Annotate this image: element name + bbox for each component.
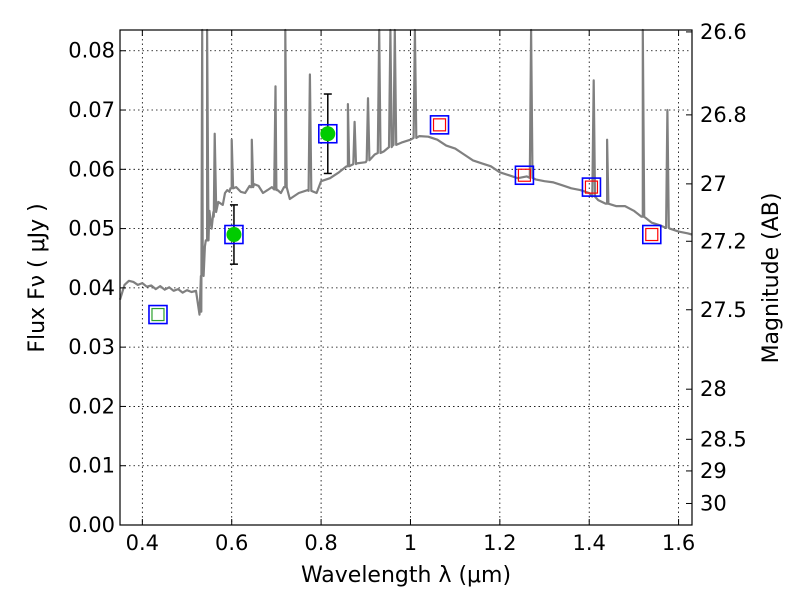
right-tick-label: 27.5 — [700, 298, 747, 322]
photometry-layer — [148, 93, 662, 325]
photometry-outer-square — [429, 115, 450, 135]
right-tick-label: 30 — [700, 491, 727, 515]
photometry-inner-square — [584, 180, 599, 194]
x-tick-label: 0.4 — [126, 531, 159, 555]
photometry-outer-square — [641, 224, 662, 245]
right-tick-label: 26.6 — [700, 20, 747, 44]
y-tick-label: 0.06 — [68, 157, 115, 181]
right-tick-label: 27 — [700, 172, 727, 196]
photometry-inner-square — [432, 118, 447, 132]
spectrum-layer — [118, 28, 693, 316]
photometry-inner-square — [645, 227, 659, 242]
right-tick-label: 28 — [700, 377, 727, 401]
right-tick-label: 28.5 — [700, 427, 747, 451]
x-tick-label: 1.4 — [573, 531, 606, 555]
y-axis-label: Flux Fν ( μJy ) — [25, 203, 50, 352]
y-tick-label: 0.01 — [68, 454, 115, 478]
axis-ticks — [120, 30, 692, 526]
photometry-circle — [320, 126, 336, 142]
photometry-outer-square — [514, 165, 535, 186]
x-tick-label: 1.6 — [662, 531, 695, 555]
plot-frame — [119, 29, 693, 526]
y-tick-label: 0.00 — [68, 513, 115, 537]
y-tick-label: 0.04 — [68, 276, 115, 300]
right-tick-label: 27.2 — [700, 229, 747, 253]
x-tick-label: 0.8 — [304, 531, 337, 555]
photometry-inner-square — [151, 307, 165, 322]
x-axis-label: Wavelength λ (μm) — [301, 563, 511, 588]
y-tick-label: 0.05 — [68, 217, 115, 241]
x-tick-label: 1 — [404, 531, 417, 555]
photometry-inner-square — [517, 168, 532, 182]
right-axis-label: Magnitude (AB) — [759, 193, 784, 364]
grid-lines — [120, 30, 692, 526]
photometry-outer-square — [148, 304, 168, 325]
x-tick-label: 1.2 — [483, 531, 516, 555]
tick-labels: 0.4 0.6 0.8 1 1.2 1.4 1.6 0.00 0.01 0.02 0.03 0.04 0… — [68, 20, 747, 555]
y-tick-label: 0.07 — [68, 98, 115, 122]
photometry-outer-square — [317, 123, 338, 144]
spectrum-line — [118, 28, 693, 316]
right-tick-label: 29 — [700, 459, 727, 483]
y-tick-label: 0.02 — [68, 394, 115, 418]
photometry-outer-square — [581, 177, 602, 197]
x-tick-label: 0.6 — [215, 531, 248, 555]
y-tick-label: 0.08 — [68, 39, 115, 63]
right-tick-label: 26.8 — [700, 103, 747, 127]
y-tick-label: 0.03 — [68, 335, 115, 359]
photometry-circle — [226, 227, 242, 243]
photometry-outer-square — [224, 224, 244, 245]
